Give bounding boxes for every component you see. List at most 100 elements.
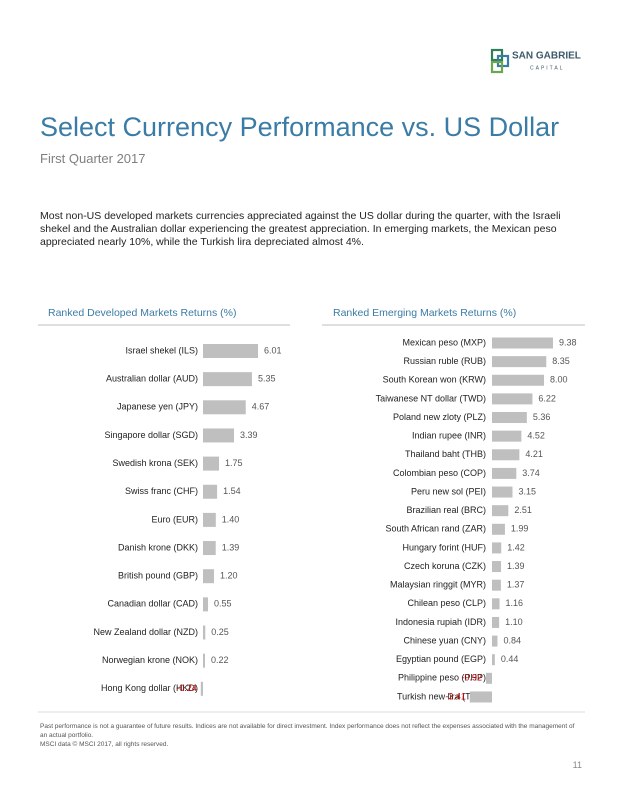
category-label: Malaysian ringgit (MYR) [390,580,486,590]
value-label: 1.39 [507,561,525,571]
bar [203,625,206,640]
bar [492,337,553,349]
value-label: 3.15 [518,486,536,496]
category-label: Peru new sol (PEI) [411,486,486,496]
category-label: Australian dollar (AUD) [106,374,198,384]
bar [203,569,214,584]
category-label: Poland new zloty (PLZ) [393,412,486,422]
category-label: Thailand baht (THB) [405,449,486,459]
category-label: New Zealand dollar (NZD) [93,627,198,637]
value-label: 0.25 [211,627,229,637]
bar [492,430,522,442]
category-label: British pound (GBP) [118,571,198,581]
bar [203,344,258,358]
value-label: -3.41 [445,691,466,701]
value-label: 6.01 [264,345,282,355]
category-label: South Korean won (KRW) [383,375,486,385]
category-label: Egyptian pound (EGP) [396,654,486,664]
category-label: Chilean peso (CLP) [407,598,486,608]
category-label: Indonesia rupiah (IDR) [395,617,486,627]
value-label: 0.44 [501,654,519,664]
bar [492,561,502,573]
bar [492,449,520,461]
bar [492,393,533,405]
category-label: Colombian peso (COP) [393,468,486,478]
category-label: Hong Kong dollar (HKD) [101,683,198,693]
bar [203,597,209,612]
value-label: 3.74 [522,468,540,478]
value-label: 6.22 [538,393,556,403]
value-label: 0.84 [503,635,521,645]
bar [492,579,501,591]
bar [492,467,517,479]
category-label: Canadian dollar (CAD) [107,599,198,609]
value-label: 5.35 [258,374,276,384]
bar [203,400,246,415]
value-label: 2.51 [514,505,532,515]
category-label: Chinese yuan (CNY) [403,635,486,645]
category-label: Philippine peso (PHP) [398,673,486,683]
intro: Most non-US developed markets currencies… [40,210,561,248]
bar [492,635,498,647]
category-label: Brazilian real (BRC) [406,505,486,515]
value-label: 1.39 [222,542,240,552]
category-label: Mexican peso (MXP) [402,337,486,347]
bar [492,654,495,666]
category-label: Taiwanese NT dollar (TWD) [376,393,486,403]
value-label: 1.75 [225,458,243,468]
bar [492,486,513,498]
value-label: 1.42 [507,542,525,552]
value-label: 8.35 [552,356,570,366]
bar [469,691,492,703]
value-label: 1.40 [222,514,240,524]
bar [486,672,492,684]
value-label: 8.00 [550,375,568,385]
value-label: 5.36 [533,412,551,422]
bar [203,653,206,668]
bar [492,412,527,424]
page-number: 11 [572,760,582,770]
value-label: 1.37 [507,580,525,590]
footnotes: Past performance is not a guarantee of f… [40,722,580,749]
value-label: -0.24 [176,683,197,693]
bar [200,681,203,696]
footnote: Past performance is not a guarantee of f… [40,723,575,739]
category-label: South African rand (ZAR) [385,524,486,534]
value-label: 1.10 [505,617,523,627]
value-label: 4.67 [252,402,270,412]
category-label: Israel shekel (ILS) [125,345,198,355]
chart-title: Ranked Emerging Markets Returns (%) [333,307,516,319]
bar [492,356,547,368]
category-label: Czech koruna (CZK) [404,561,486,571]
bar [492,505,509,517]
subtitle: First Quarter 2017 [40,151,146,166]
logo-name: SAN GABRIEL [512,51,581,62]
bar [492,542,502,554]
logo-icon [490,48,510,74]
bar [203,428,235,443]
title: Select Currency Performance vs. US Dolla… [40,112,560,142]
category-label: Indian rupee (INR) [412,431,486,441]
value-label: 3.39 [240,430,258,440]
bar [492,374,544,386]
bar [203,484,218,499]
category-label: Swiss franc (CHF) [125,486,198,496]
chart-title: Ranked Developed Markets Returns (%) [48,307,237,319]
category-label: Euro (EUR) [151,514,198,524]
value-label: 1.20 [220,571,238,581]
category-label: Swedish krona (SEK) [112,458,198,468]
value-label: 9.38 [559,337,577,347]
value-label: 1.54 [223,486,241,496]
value-label: 4.52 [527,431,545,441]
logo-tagline: CAPITAL [530,65,564,71]
bar [492,523,505,535]
bar [203,372,252,387]
category-label: Norwegian krone (NOK) [102,655,198,665]
bar [492,616,500,628]
value-label: -0.92 [462,673,483,683]
value-label: 1.16 [506,598,524,608]
category-label: Japanese yen (JPY) [117,402,198,412]
category-label: Singapore dollar (SGD) [104,430,198,440]
